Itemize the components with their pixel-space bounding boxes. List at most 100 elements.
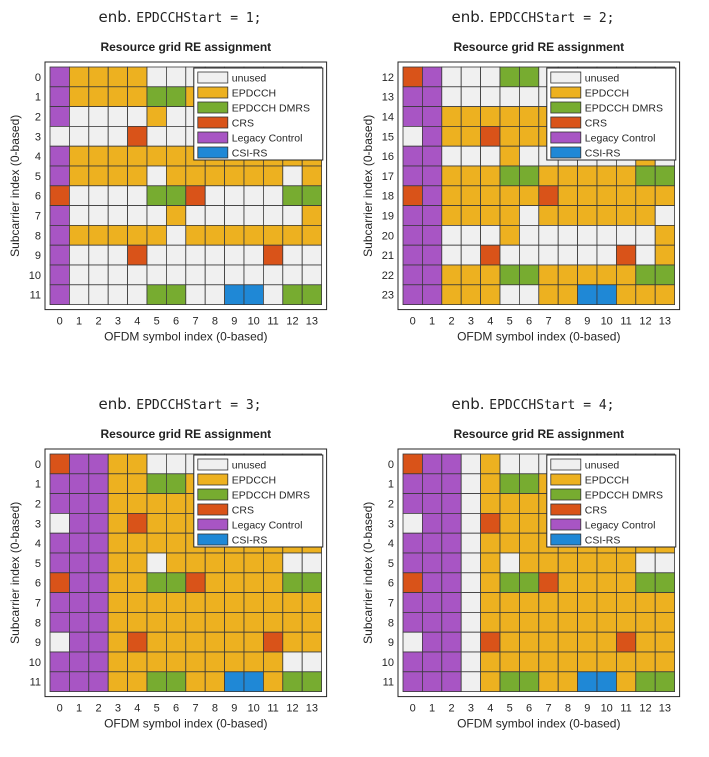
- grid-cell: [88, 473, 109, 495]
- y-tick-label: 7: [35, 598, 41, 610]
- grid-cell: [480, 572, 501, 594]
- chart-panel-3: enb. EPDCCHStart = 3; Resource grid RE a…: [5, 387, 355, 757]
- grid-cell: [107, 165, 128, 187]
- x-tick-label: 13: [306, 316, 318, 328]
- grid-cell: [518, 66, 540, 88]
- grid-cell: [204, 205, 225, 226]
- grid-cell: [654, 185, 676, 207]
- grid-cell: [146, 493, 167, 514]
- grid-cell: [165, 493, 187, 514]
- x-tick-label: 3: [468, 316, 474, 328]
- grid-cell: [499, 493, 520, 514]
- legend-label: CSI-RS: [232, 535, 268, 547]
- y-tick-label: 1: [388, 479, 394, 491]
- grid-cell: [69, 86, 90, 108]
- grid-cell: [441, 572, 462, 594]
- grid-cell: [635, 185, 656, 207]
- legend-swatch: [197, 86, 229, 99]
- grid-cell: [262, 651, 284, 673]
- grid-cell: [635, 165, 656, 187]
- x-tick-label: 12: [286, 316, 298, 328]
- grid-cell: [282, 185, 303, 207]
- grid-cell: [480, 264, 501, 286]
- grid-cell: [49, 244, 70, 266]
- grid-cell: [262, 592, 284, 613]
- grid-cell: [262, 185, 284, 207]
- grid-cell: [654, 244, 676, 266]
- grid-cell: [88, 244, 109, 266]
- grid-cell: [262, 671, 284, 692]
- grid-cell: [422, 66, 443, 88]
- grid-cell: [69, 66, 90, 88]
- grid-cell: [402, 493, 423, 514]
- grid-cell: [282, 631, 303, 653]
- grid-cell: [146, 224, 167, 246]
- grid-cell: [441, 631, 462, 653]
- grid-cell: [538, 244, 559, 266]
- grid-cell: [204, 631, 225, 653]
- grid-cell: [69, 264, 90, 286]
- grid-cell: [557, 264, 578, 286]
- y-tick-label: 5: [388, 558, 394, 570]
- grid-cell: [460, 126, 481, 147]
- grid-cell: [557, 205, 578, 226]
- grid-cell: [402, 126, 423, 147]
- grid-cell: [460, 165, 481, 187]
- grid-cell: [88, 145, 109, 167]
- grid-cell: [499, 473, 520, 495]
- grid-cell: [596, 592, 617, 613]
- grid-cell: [301, 185, 323, 207]
- grid-cell: [49, 493, 70, 514]
- x-tick-label: 4: [487, 703, 493, 715]
- grid-cell: [635, 264, 656, 286]
- grid-cell: [88, 611, 109, 633]
- x-tick-label: 11: [620, 316, 631, 328]
- grid-cell: [441, 284, 462, 305]
- grid-cell: [165, 611, 187, 633]
- grid-cell: [107, 611, 128, 633]
- x-axis-label: OFDM symbol index (0-based): [104, 717, 267, 731]
- caption-prefix: enb.: [451, 8, 485, 26]
- legend-label: Legacy Control: [585, 520, 656, 532]
- grid-cell: [518, 205, 540, 226]
- grid-cell: [262, 264, 284, 286]
- x-tick-label: 8: [565, 703, 571, 715]
- y-tick-label: 2: [35, 112, 41, 124]
- legend-label: EPDCCH DMRS: [232, 490, 310, 502]
- x-tick-label: 0: [57, 316, 63, 328]
- grid-cell: [204, 592, 225, 613]
- grid-cell: [282, 205, 303, 226]
- grid-cell: [49, 453, 70, 475]
- grid-cell: [185, 284, 206, 305]
- grid-cell: [88, 86, 109, 108]
- grid-cell: [460, 592, 481, 613]
- grid-cell: [480, 224, 501, 246]
- grid-cell: [49, 145, 70, 167]
- grid-cell: [615, 264, 637, 286]
- chart-panel-4: enb. EPDCCHStart = 4; Resource grid RE a…: [358, 387, 708, 757]
- grid-cell: [441, 651, 462, 673]
- grid-cell: [243, 651, 264, 673]
- grid-cell: [127, 631, 148, 653]
- grid-cell: [224, 165, 245, 187]
- grid-cell: [499, 264, 520, 286]
- grid-cell: [69, 473, 90, 495]
- grid-cell: [224, 185, 245, 207]
- grid-cell: [146, 244, 167, 266]
- grid-cell: [146, 86, 167, 108]
- grid-cell: [88, 284, 109, 305]
- grid-cell: [654, 224, 676, 246]
- caption-prefix: enb.: [98, 8, 132, 26]
- grid-cell: [204, 165, 225, 187]
- grid-cell: [146, 631, 167, 653]
- grid-cell: [146, 453, 167, 475]
- grid-cell: [557, 244, 578, 266]
- grid-cell: [402, 165, 423, 187]
- grid-cell: [577, 572, 598, 594]
- grid-cell: [224, 205, 245, 226]
- grid-cell: [185, 611, 206, 633]
- grid-cell: [460, 264, 481, 286]
- legend-swatch: [550, 71, 582, 84]
- y-tick-label: 10: [382, 657, 394, 669]
